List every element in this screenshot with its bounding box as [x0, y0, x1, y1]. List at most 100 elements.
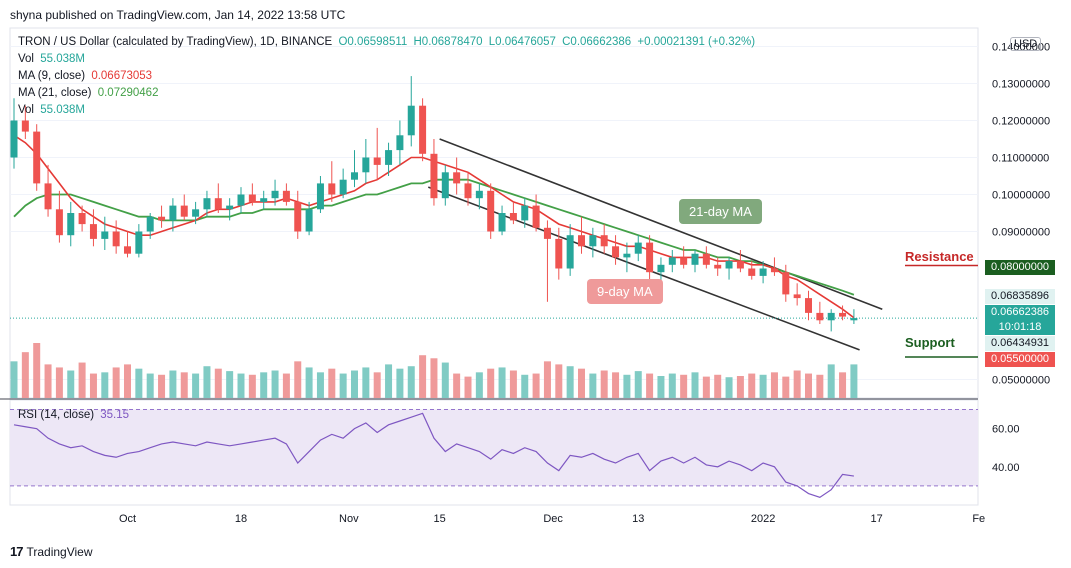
volume-bar [294, 361, 302, 398]
legend-rsi-value: 35.15 [100, 409, 130, 421]
candle-body [509, 213, 517, 221]
x-tick-label: Fe [972, 513, 985, 525]
x-tick-label: 2022 [751, 513, 775, 525]
legend-main: TRON / US Dollar (calculated by TradingV… [18, 36, 755, 48]
volume-bar [33, 343, 41, 398]
candle-body [10, 120, 18, 158]
volume-bar [498, 367, 506, 398]
legend-high: H0.06878470 [413, 36, 483, 48]
volume-bar [725, 377, 733, 398]
legend-vol2-label: Vol [18, 104, 34, 116]
candle-body [237, 194, 245, 206]
candle-body [521, 205, 529, 221]
candle-body [475, 190, 483, 199]
rsi-pane [10, 409, 978, 499]
candle-body [612, 246, 620, 258]
candle-body [260, 198, 268, 202]
close-price-tag: 0.06662386 [985, 305, 1055, 320]
candle-body [351, 172, 358, 180]
candle-body [736, 261, 744, 269]
support-label: Support [905, 335, 955, 350]
volume-bar [407, 366, 415, 398]
candle-body [373, 157, 381, 165]
candle-body [441, 172, 449, 199]
candle-body [294, 201, 302, 232]
candle-body [89, 224, 97, 239]
legend-vol-label: Vol [18, 53, 34, 65]
candle-body [214, 198, 222, 210]
legend-close: C0.06662386 [562, 36, 632, 48]
x-tick-label: Dec [543, 513, 563, 525]
volume-bar [44, 364, 52, 398]
candle-body [578, 235, 585, 247]
candle-body [328, 183, 336, 195]
volume-bar [271, 370, 279, 398]
candle-body [589, 235, 597, 247]
candle-body [782, 272, 790, 295]
volume-bar [112, 367, 120, 398]
footer: 17 TradingView [10, 544, 93, 559]
footer-brand: TradingView [26, 544, 93, 559]
volume-bar [623, 374, 631, 398]
candle-body [385, 150, 393, 165]
volume-bar [214, 368, 222, 398]
candle-body [362, 157, 370, 173]
candle-body [430, 153, 438, 199]
rsi-tick-label: 60.00 [992, 424, 1020, 436]
legend-vol2: Vol 55.038M [18, 104, 85, 116]
candles [10, 76, 858, 332]
x-tick-label: 17 [870, 513, 882, 525]
currency-button[interactable]: USD [1010, 37, 1042, 51]
volume-bar [124, 364, 131, 398]
candle-body [770, 268, 778, 273]
candle-body [396, 135, 404, 151]
candle-body [101, 231, 109, 239]
legend-ma9: MA (9, close) 0.06673053 [18, 70, 152, 82]
volume-bar [634, 371, 642, 398]
volume-bar [396, 368, 404, 398]
candle-body [55, 209, 63, 236]
candle-body [759, 268, 767, 276]
x-tick-label: 13 [632, 513, 644, 525]
legend-ma21-label: MA (21, close) [18, 87, 92, 99]
resistance-label: Resistance [905, 249, 974, 264]
volume-bar [158, 374, 166, 398]
volume-bar [543, 361, 551, 398]
legend-ma9-value: 0.06673053 [91, 70, 153, 82]
candle-body [668, 257, 676, 265]
volume-bar [21, 352, 29, 398]
rsi-line [13, 412, 854, 499]
price-tick-label: 0.05000000 [992, 375, 1050, 387]
candle-body [827, 312, 835, 321]
low-price-tag: 0.06434931 [985, 336, 1055, 351]
legend-rsi: RSI (14, close) 35.15 [18, 409, 129, 421]
candle-body [714, 264, 722, 269]
volume-bar [827, 364, 835, 398]
volume-bar [419, 355, 427, 398]
volume-bar [67, 370, 75, 398]
channel-upper-line [439, 138, 883, 310]
candle-body [112, 231, 120, 247]
candle-body [464, 183, 472, 199]
volume-bar [385, 364, 393, 398]
volume-bar [237, 373, 245, 398]
ma9-bubble: 9-day MA [587, 279, 663, 304]
legend-rsi-label: RSI (14, close) [18, 409, 95, 421]
volume-bar [10, 361, 18, 398]
candle-body [203, 198, 211, 210]
volume-bar [578, 368, 585, 398]
candle-body [453, 172, 461, 184]
candle-body [623, 253, 631, 258]
high-price-tag: 0.06835896 [985, 289, 1055, 304]
volume-bar [736, 376, 744, 398]
x-tick-label: Nov [339, 513, 359, 525]
price-tick-label: 0.13000000 [992, 79, 1050, 91]
volume-bar [260, 372, 268, 398]
candle-body [850, 318, 858, 321]
candle-body [634, 242, 642, 254]
volume-bar [770, 372, 778, 398]
candle-body [146, 216, 154, 232]
volume-bar [316, 372, 324, 398]
legend-low: L0.06476057 [488, 36, 556, 48]
